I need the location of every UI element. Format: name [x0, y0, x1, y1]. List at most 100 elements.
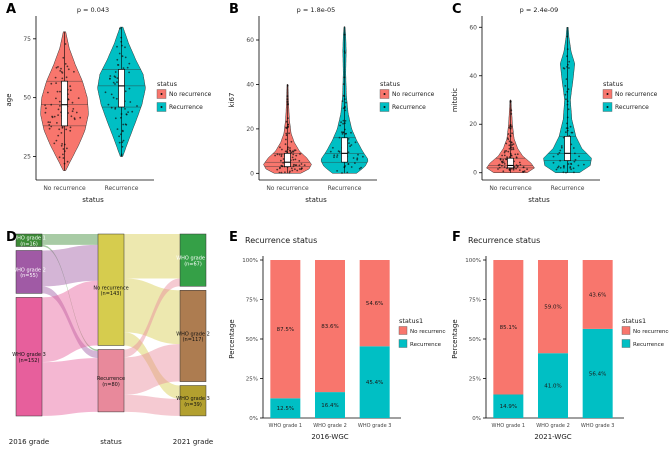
svg-text:0%: 0% — [249, 416, 258, 422]
svg-text:100%: 100% — [465, 258, 481, 264]
svg-text:(n=143): (n=143) — [101, 291, 122, 297]
svg-text:status: status — [528, 196, 550, 204]
svg-text:WHO grade 3: WHO grade 3 — [12, 352, 46, 358]
svg-text:Recurrence: Recurrence — [392, 104, 426, 111]
svg-text:mitotic: mitotic — [451, 88, 459, 112]
svg-text:No recurrence: No recurrence — [169, 91, 212, 98]
svg-text:status: status — [305, 196, 327, 204]
svg-text:75%: 75% — [469, 298, 481, 304]
svg-text:(n=55): (n=55) — [20, 273, 38, 279]
svg-text:age: age — [5, 93, 13, 106]
svg-text:0: 0 — [250, 170, 254, 177]
svg-text:No recurrence: No recurrence — [410, 329, 446, 335]
svg-text:100%: 100% — [242, 258, 258, 264]
svg-text:p = 2.4e-09: p = 2.4e-09 — [520, 6, 559, 14]
svg-text:status: status — [82, 196, 104, 204]
svg-text:(n=67): (n=67) — [184, 261, 202, 267]
svg-text:WHO grade 1: WHO grade 1 — [176, 256, 210, 262]
svg-text:(n=117): (n=117) — [183, 337, 204, 343]
svg-text:60: 60 — [246, 37, 254, 44]
violin-plot-ki67: 0 20 40 60 p = 1.8e-05 ki67 status No recurrenc… — [228, 6, 435, 204]
svg-text:(n=39): (n=39) — [184, 402, 202, 408]
svg-text:25%: 25% — [246, 377, 258, 383]
stacked-bar-2016-wgc: 0% 25% 50% 75% 100% Recurrence status Percenta… — [228, 236, 446, 441]
svg-text:41.0%: 41.0% — [544, 384, 561, 390]
svg-text:54.6%: 54.6% — [366, 301, 383, 307]
panel-letter-c: C — [452, 2, 462, 17]
svg-text:Recurrence: Recurrence — [551, 185, 585, 192]
svg-text:45.4%: 45.4% — [366, 380, 383, 386]
svg-text:60: 60 — [469, 24, 477, 31]
svg-text:status: status — [603, 80, 624, 88]
svg-text:56.4%: 56.4% — [589, 371, 606, 377]
svg-text:25%: 25% — [469, 377, 481, 383]
svg-text:WHO grade 1: WHO grade 1 — [269, 423, 303, 429]
svg-text:50%: 50% — [246, 337, 258, 343]
svg-text:75%: 75% — [246, 298, 258, 304]
svg-text:status: status — [380, 80, 401, 88]
svg-text:p = 0.043: p = 0.043 — [77, 6, 109, 14]
panel-letter-e: E — [229, 230, 238, 245]
svg-text:2021 grade: 2021 grade — [173, 438, 213, 446]
svg-text:No recurrence: No recurrence — [43, 185, 86, 192]
svg-text:p = 1.8e-05: p = 1.8e-05 — [297, 6, 336, 14]
svg-text:WHO grade 3: WHO grade 3 — [176, 396, 210, 402]
panel-c-violin-mitotic: C 0 20 40 60 p = 2.4e-09 mitotic status No recu… — [446, 0, 669, 228]
svg-text:WHO grade 1: WHO grade 1 — [492, 423, 526, 429]
svg-text:50%: 50% — [469, 337, 481, 343]
stacked-bar-2021-wgc: 0% 25% 50% 75% 100% Recurrence status Percenta… — [451, 236, 669, 441]
svg-text:(n=80): (n=80) — [102, 382, 120, 388]
svg-text:WHO grade 1: WHO grade 1 — [12, 236, 46, 242]
svg-text:status: status — [157, 80, 178, 88]
panel-letter-d: D — [6, 230, 17, 245]
svg-text:14.9%: 14.9% — [500, 404, 517, 410]
svg-text:Percentage: Percentage — [228, 319, 236, 358]
svg-text:(n=152): (n=152) — [19, 358, 40, 364]
svg-text:No recurrence: No recurrence — [93, 285, 128, 291]
svg-text:Recurrence: Recurrence — [169, 104, 203, 111]
svg-text:ki67: ki67 — [228, 93, 236, 108]
svg-text:WHO grade 2: WHO grade 2 — [12, 267, 46, 273]
svg-text:2021-WGC: 2021-WGC — [534, 433, 571, 441]
svg-text:20: 20 — [469, 121, 477, 128]
svg-text:Recurrence: Recurrence — [105, 185, 139, 192]
alluvial-diagram: WHO grade 1(n=16)WHO grade 2(n=55)WHO gr… — [9, 233, 213, 446]
panel-f-stacked-bar-2021: F 0% 25% 50% 75% 100% Recurrence status Percen… — [446, 228, 669, 456]
svg-text:59.0%: 59.0% — [544, 305, 561, 311]
svg-text:50: 50 — [23, 95, 31, 102]
panel-letter-b: B — [229, 2, 239, 17]
svg-text:12.5%: 12.5% — [277, 406, 294, 412]
svg-text:Recurrence: Recurrence — [97, 376, 125, 382]
svg-text:No recurrence: No recurrence — [489, 185, 532, 192]
svg-text:No recurrence: No recurrence — [615, 91, 658, 98]
svg-text:(n=16): (n=16) — [20, 241, 38, 247]
svg-text:WHO grade 2: WHO grade 2 — [536, 423, 570, 429]
svg-text:status1: status1 — [399, 317, 423, 325]
svg-text:No recurrence: No recurrence — [266, 185, 309, 192]
svg-text:40: 40 — [469, 73, 477, 80]
violin-plot-age: 25 50 75 p = 0.043 age status No recurrence Rec… — [5, 6, 212, 204]
svg-text:WHO grade 3: WHO grade 3 — [358, 423, 392, 429]
svg-text:Recurrence: Recurrence — [633, 342, 665, 348]
panel-a-violin-age: A 25 50 75 p = 0.043 age status No recurrence R… — [0, 0, 223, 228]
svg-text:25: 25 — [23, 153, 31, 160]
svg-text:Percentage: Percentage — [451, 319, 459, 358]
svg-text:WHO grade 3: WHO grade 3 — [581, 423, 615, 429]
svg-text:WHO grade 2: WHO grade 2 — [313, 423, 347, 429]
violin-plot-mitotic: 0 20 40 60 p = 2.4e-09 mitotic status No recurr… — [451, 6, 658, 204]
svg-text:2016-WGC: 2016-WGC — [311, 433, 348, 441]
svg-text:WHO grade 2: WHO grade 2 — [176, 331, 210, 337]
panel-e-stacked-bar-2016: E 0% 25% 50% 75% 100% Recurrence status Percen… — [223, 228, 446, 456]
svg-text:status: status — [100, 438, 122, 446]
svg-text:Recurrence status: Recurrence status — [468, 236, 540, 245]
svg-text:status1: status1 — [622, 317, 646, 325]
svg-text:No recurrence: No recurrence — [392, 91, 435, 98]
svg-text:Recurrence: Recurrence — [328, 185, 362, 192]
svg-text:No recurrence: No recurrence — [633, 329, 669, 335]
svg-text:0: 0 — [473, 170, 477, 177]
svg-text:83.6%: 83.6% — [321, 324, 338, 330]
svg-text:0%: 0% — [472, 416, 481, 422]
svg-text:43.6%: 43.6% — [589, 292, 606, 298]
svg-text:2016 grade: 2016 grade — [9, 438, 49, 446]
